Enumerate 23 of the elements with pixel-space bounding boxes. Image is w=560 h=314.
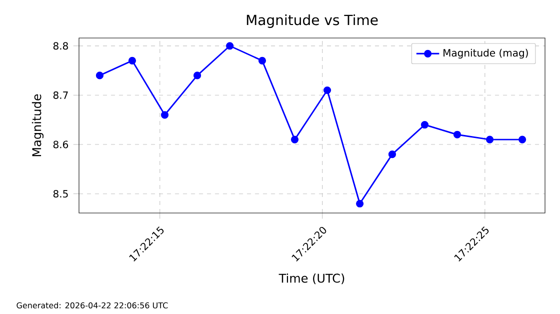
chart-title: Magnitude vs Time (246, 14, 378, 28)
y-tick-label: 8.6 (53, 140, 68, 148)
point (323, 86, 332, 94)
point (226, 42, 234, 50)
point (128, 56, 136, 64)
point (518, 136, 526, 144)
point (453, 130, 462, 138)
point (486, 136, 494, 144)
y-tick-label: 8.5 (53, 190, 68, 198)
point (420, 120, 429, 129)
x-axis-title: Time (UTC) (278, 273, 344, 284)
y-tick-label: 8.7 (53, 91, 68, 99)
text: Generated: 2026-04-22 22:06:56 UTC (16, 302, 168, 308)
point (193, 72, 202, 80)
point (356, 200, 364, 208)
legend-label: Magnitude (mag) (444, 48, 528, 59)
point (258, 56, 266, 64)
y-tick-label: 8.8 (53, 42, 68, 50)
point (96, 72, 104, 80)
y-axis-title: Magnitude (32, 94, 44, 156)
point (160, 111, 169, 119)
point (388, 150, 396, 158)
point (290, 136, 299, 144)
